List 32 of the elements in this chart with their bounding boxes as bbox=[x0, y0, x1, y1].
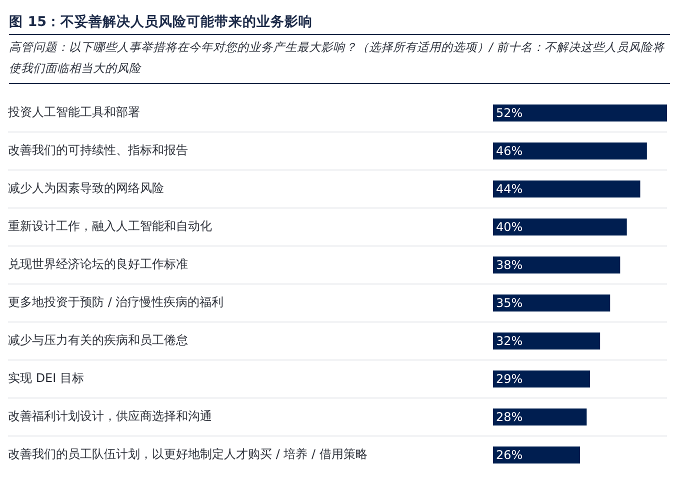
y-tick-label: 减少人为因素导致的网络风险 bbox=[8, 181, 164, 196]
data-label: 46% bbox=[496, 144, 523, 158]
data-label: 44% bbox=[496, 182, 523, 196]
text: 图 15：不妥善解决人员风险可能带来的业务影响 bbox=[9, 0, 670, 35]
y-tick-label: 改善我们的员工队伍计划，以更好地制定人才购买 / 培养 / 借用策略 bbox=[8, 447, 368, 462]
text: 高管问题：以下哪些人事举措将在今年对您的业务产生最大影响？（选择所有适用的选项）/ 前十名：不解决这些人员风险将使我们面临相当大的风险 bbox=[9, 35, 670, 84]
bar bbox=[493, 370, 590, 388]
data-label: 38% bbox=[496, 258, 523, 272]
data-label: 40% bbox=[496, 220, 523, 234]
bar bbox=[493, 256, 620, 274]
data-label: 28% bbox=[496, 410, 523, 424]
y-tick-label: 重新设计工作，融入人工智能和自动化 bbox=[8, 219, 212, 234]
bar bbox=[493, 142, 647, 160]
bar bbox=[493, 218, 627, 236]
y-tick-label: 减少与压力有关的疾病和员工倦怠 bbox=[8, 333, 188, 348]
data-label: 29% bbox=[496, 372, 523, 386]
y-tick-label: 改善我们的可持续性、指标和报告 bbox=[8, 143, 188, 158]
bar bbox=[493, 104, 667, 122]
data-label: 32% bbox=[496, 334, 523, 348]
bar bbox=[493, 446, 580, 464]
bar bbox=[493, 180, 640, 198]
y-tick-label: 实现 DEI 目标 bbox=[8, 371, 84, 386]
bar bbox=[493, 294, 610, 312]
bar bbox=[493, 408, 587, 426]
y-tick-label: 兑现世界经济论坛的良好工作标准 bbox=[8, 257, 188, 272]
y-tick-label: 更多地投资于预防 / 治疗慢性疾病的福利 bbox=[8, 295, 224, 310]
data-label: 52% bbox=[496, 106, 523, 120]
data-label: 35% bbox=[496, 296, 523, 310]
y-tick-label: 投资人工智能工具和部署 bbox=[7, 105, 140, 120]
y-tick-label: 改善福利计划设计，供应商选择和沟通 bbox=[8, 409, 212, 424]
bar bbox=[493, 332, 600, 350]
data-label: 26% bbox=[496, 448, 523, 462]
